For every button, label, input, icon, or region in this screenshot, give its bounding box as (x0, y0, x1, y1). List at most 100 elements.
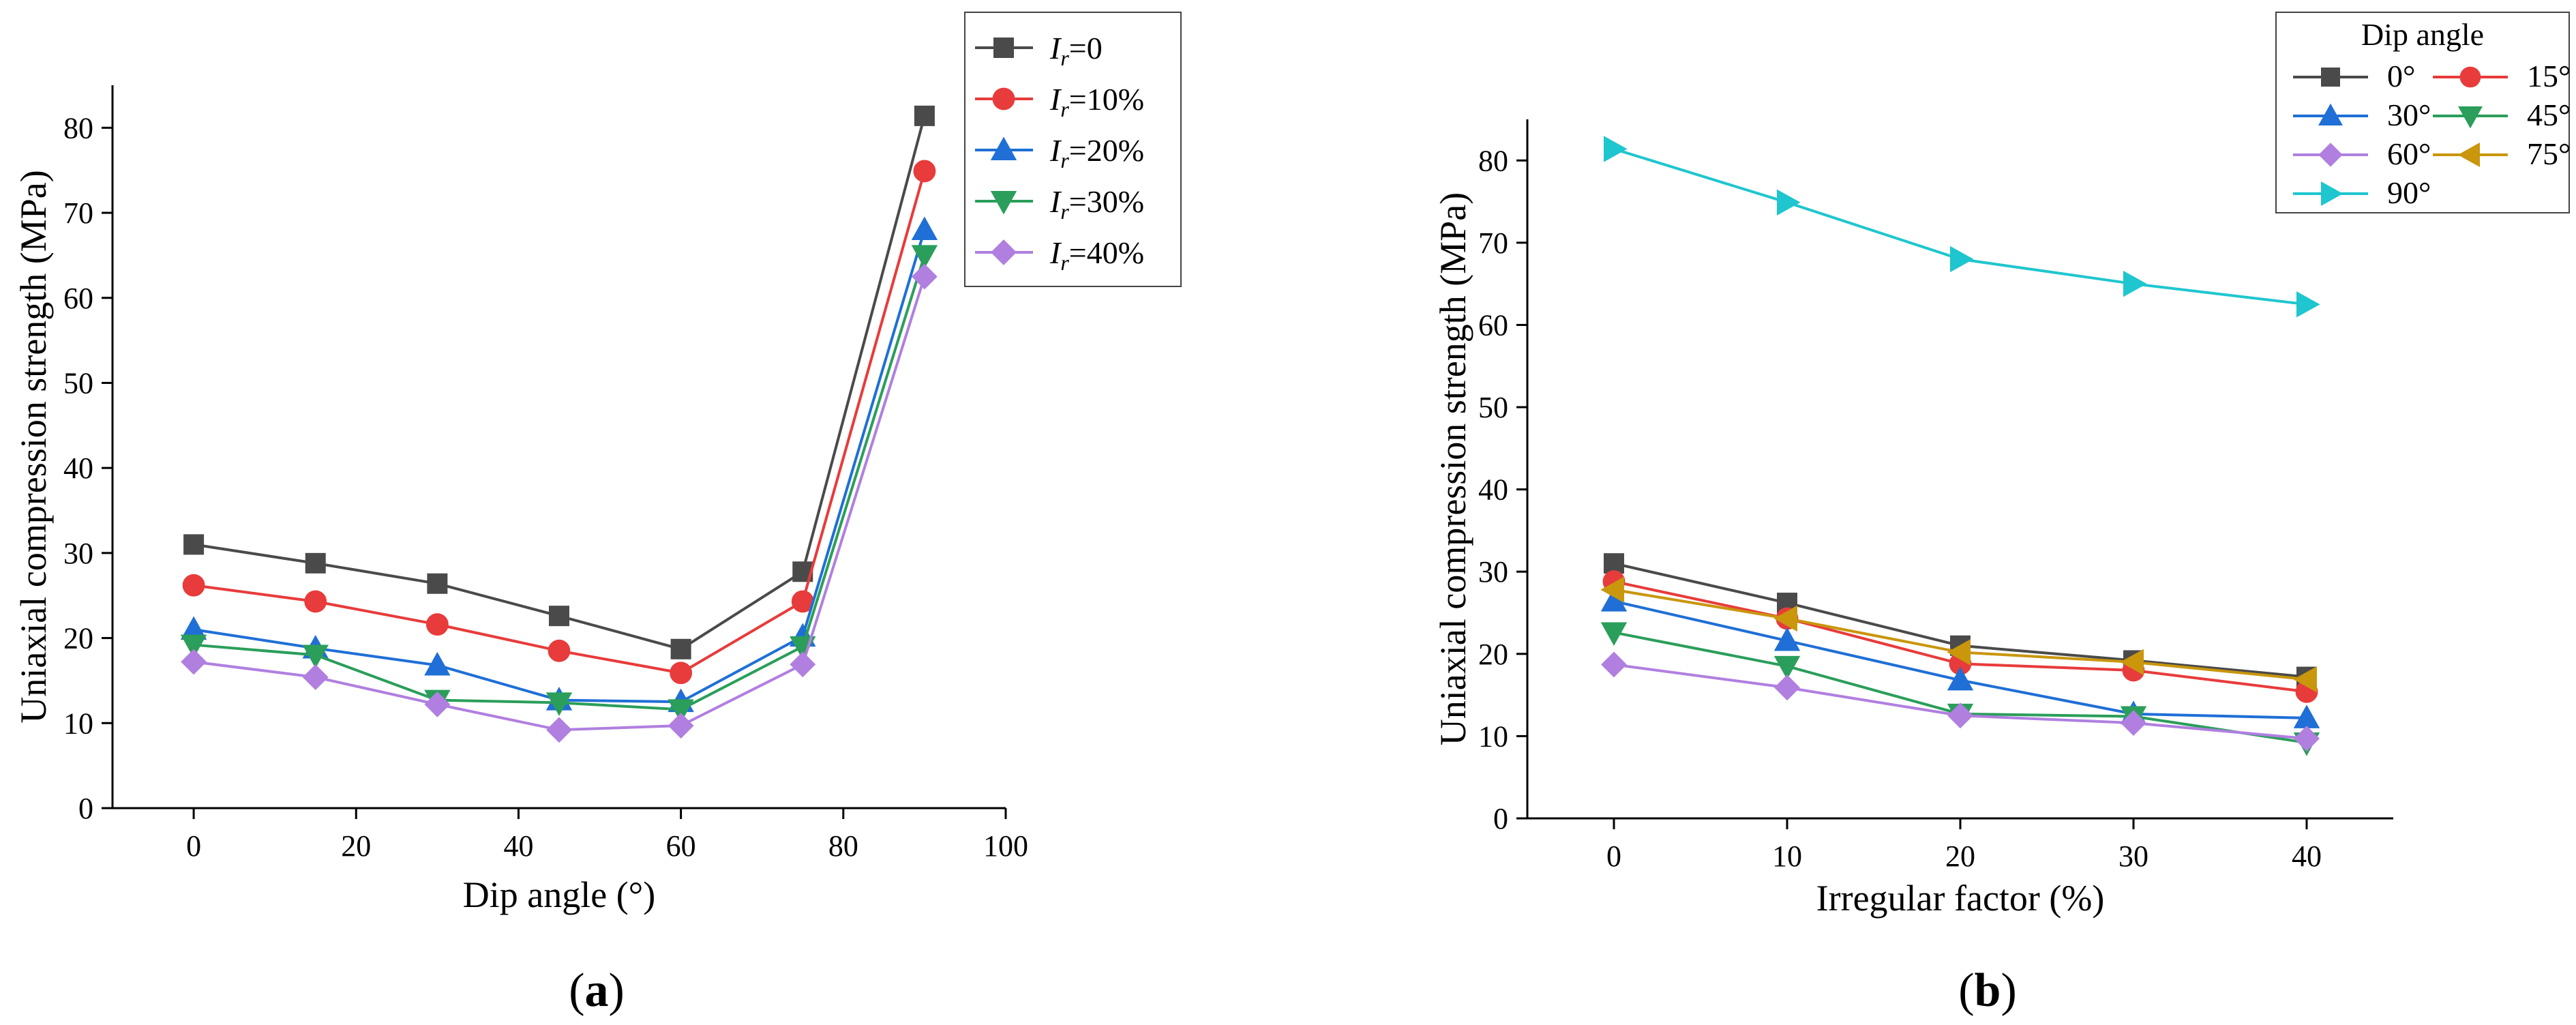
y-tick-label: 10 (63, 707, 93, 740)
data-point (545, 692, 573, 716)
data-point (1947, 702, 1973, 729)
panel-label-b-letter: b (1975, 964, 2001, 1017)
legend-label-sub: r (1060, 46, 1069, 70)
legend-label-var: I (1049, 133, 1062, 168)
legend-marker (2458, 106, 2483, 129)
data-point (182, 574, 205, 597)
series-line (193, 229, 926, 704)
legend-marker (2459, 66, 2481, 88)
legend-marker (990, 191, 1017, 215)
data-point (668, 699, 694, 723)
x-tick-label: 20 (341, 829, 371, 863)
series-group-a (180, 105, 938, 743)
legend-b: Dip angle 0° 15° 30° 45° 60° 75° 90° (2275, 12, 2571, 213)
legend-label-sub: r (1060, 199, 1069, 224)
data-point (1600, 622, 1628, 647)
y-tick-label: 70 (1478, 226, 1508, 260)
legend-title: Dip angle (2361, 17, 2484, 52)
legend-label-value: =30% (1069, 184, 1144, 219)
data-point (424, 691, 451, 717)
panel-label-b: (b) (1958, 964, 2017, 1017)
legend-label: 60° (2387, 136, 2431, 171)
data-point (2294, 726, 2320, 752)
data-point (427, 573, 448, 594)
legend-label: Ir=20% (1049, 133, 1144, 173)
legend-label-var: I (1049, 235, 1062, 270)
legend-label-sub: r (1060, 250, 1069, 275)
data-point (1601, 651, 1627, 678)
legend-a: Ir=0Ir=10%Ir=20%Ir=30%Ir=40% (964, 12, 1182, 287)
data-point (302, 644, 329, 669)
data-point (1774, 674, 1800, 701)
data-point (1600, 576, 1624, 603)
y-tick-label: 40 (63, 451, 93, 485)
y-tick-label: 40 (1478, 473, 1508, 507)
legend-label: 15° (2527, 59, 2571, 93)
y-tick-label: 60 (1478, 308, 1508, 342)
panel-label-a-letter: a (585, 964, 609, 1017)
y-tick-label: 60 (63, 282, 93, 315)
data-point (181, 649, 207, 675)
legend-label-value: =0 (1069, 31, 1103, 65)
data-point (1773, 605, 1797, 632)
y-tick-label: 30 (1478, 555, 1508, 589)
data-point (2296, 291, 2320, 318)
y-tick-label: 80 (63, 111, 93, 145)
x-tick-label: 20 (1945, 840, 1975, 873)
y-axis-title-a: Uniaxial compression strength (MPa) (13, 170, 54, 723)
data-point (183, 534, 205, 555)
axes-frame-b: 0 10 20 30 40 50 60 70 80 0 10 20 30 40 (1478, 119, 2393, 873)
legend-label: 90° (2387, 175, 2431, 210)
x-tick-label: 30 (2118, 840, 2148, 873)
data-point (548, 639, 571, 662)
legend-box (2275, 12, 2570, 213)
y-tick-label: 20 (63, 622, 93, 655)
y-tick-label: 20 (1478, 638, 1508, 671)
y-tick-label: 0 (78, 792, 93, 825)
data-point (304, 590, 327, 613)
legend-label-sub: r (1060, 148, 1069, 173)
legend-label-var: I (1049, 184, 1062, 219)
x-tick-label: 0 (1606, 840, 1621, 873)
legend-label: Ir=40% (1049, 235, 1144, 275)
legend-label-value: =40% (1069, 235, 1144, 270)
legend-label: Ir=0 (1049, 31, 1103, 70)
y-tick-label: 10 (1478, 719, 1508, 753)
data-point (1777, 189, 1801, 216)
y-tick-label: 30 (63, 537, 93, 570)
data-point (1604, 553, 1624, 574)
data-point (2121, 710, 2146, 737)
data-point (911, 245, 938, 269)
data-point (1947, 639, 1971, 666)
legend-marker (2318, 143, 2343, 167)
data-point (180, 634, 207, 659)
y-tick-label: 50 (63, 366, 93, 400)
data-point (1773, 627, 1801, 651)
data-point (914, 105, 935, 126)
data-point (549, 606, 569, 627)
x-tick-label: 100 (983, 829, 1028, 863)
data-point (790, 651, 816, 678)
x-tick-label: 40 (2292, 840, 2322, 873)
legend-label: Ir=30% (1049, 184, 1144, 224)
legend-label-value: =20% (1069, 133, 1144, 168)
x-axis-title-a: Dip angle (°) (463, 874, 656, 915)
data-point (425, 613, 449, 636)
data-point (1947, 666, 1974, 691)
axes-frame-a: 0 10 20 30 40 50 60 70 80 0 20 40 60 80 100 (63, 85, 1028, 863)
legend-label-var: I (1049, 31, 1062, 65)
legend-label-sub: r (1060, 97, 1069, 121)
legend-label-var: I (1049, 82, 1062, 117)
x-tick-label: 80 (828, 829, 858, 863)
legend-marker (2321, 181, 2343, 206)
x-axis-title-b: Irregular factor (%) (1816, 878, 2105, 919)
data-point (424, 651, 451, 676)
legend-marker (991, 239, 1017, 265)
data-point (911, 216, 938, 240)
x-tick-label: 10 (1772, 840, 1802, 873)
data-point (670, 638, 691, 659)
y-tick-label: 0 (1493, 802, 1508, 835)
y-tick-label: 80 (1478, 144, 1508, 177)
legend-marker (2321, 68, 2340, 87)
